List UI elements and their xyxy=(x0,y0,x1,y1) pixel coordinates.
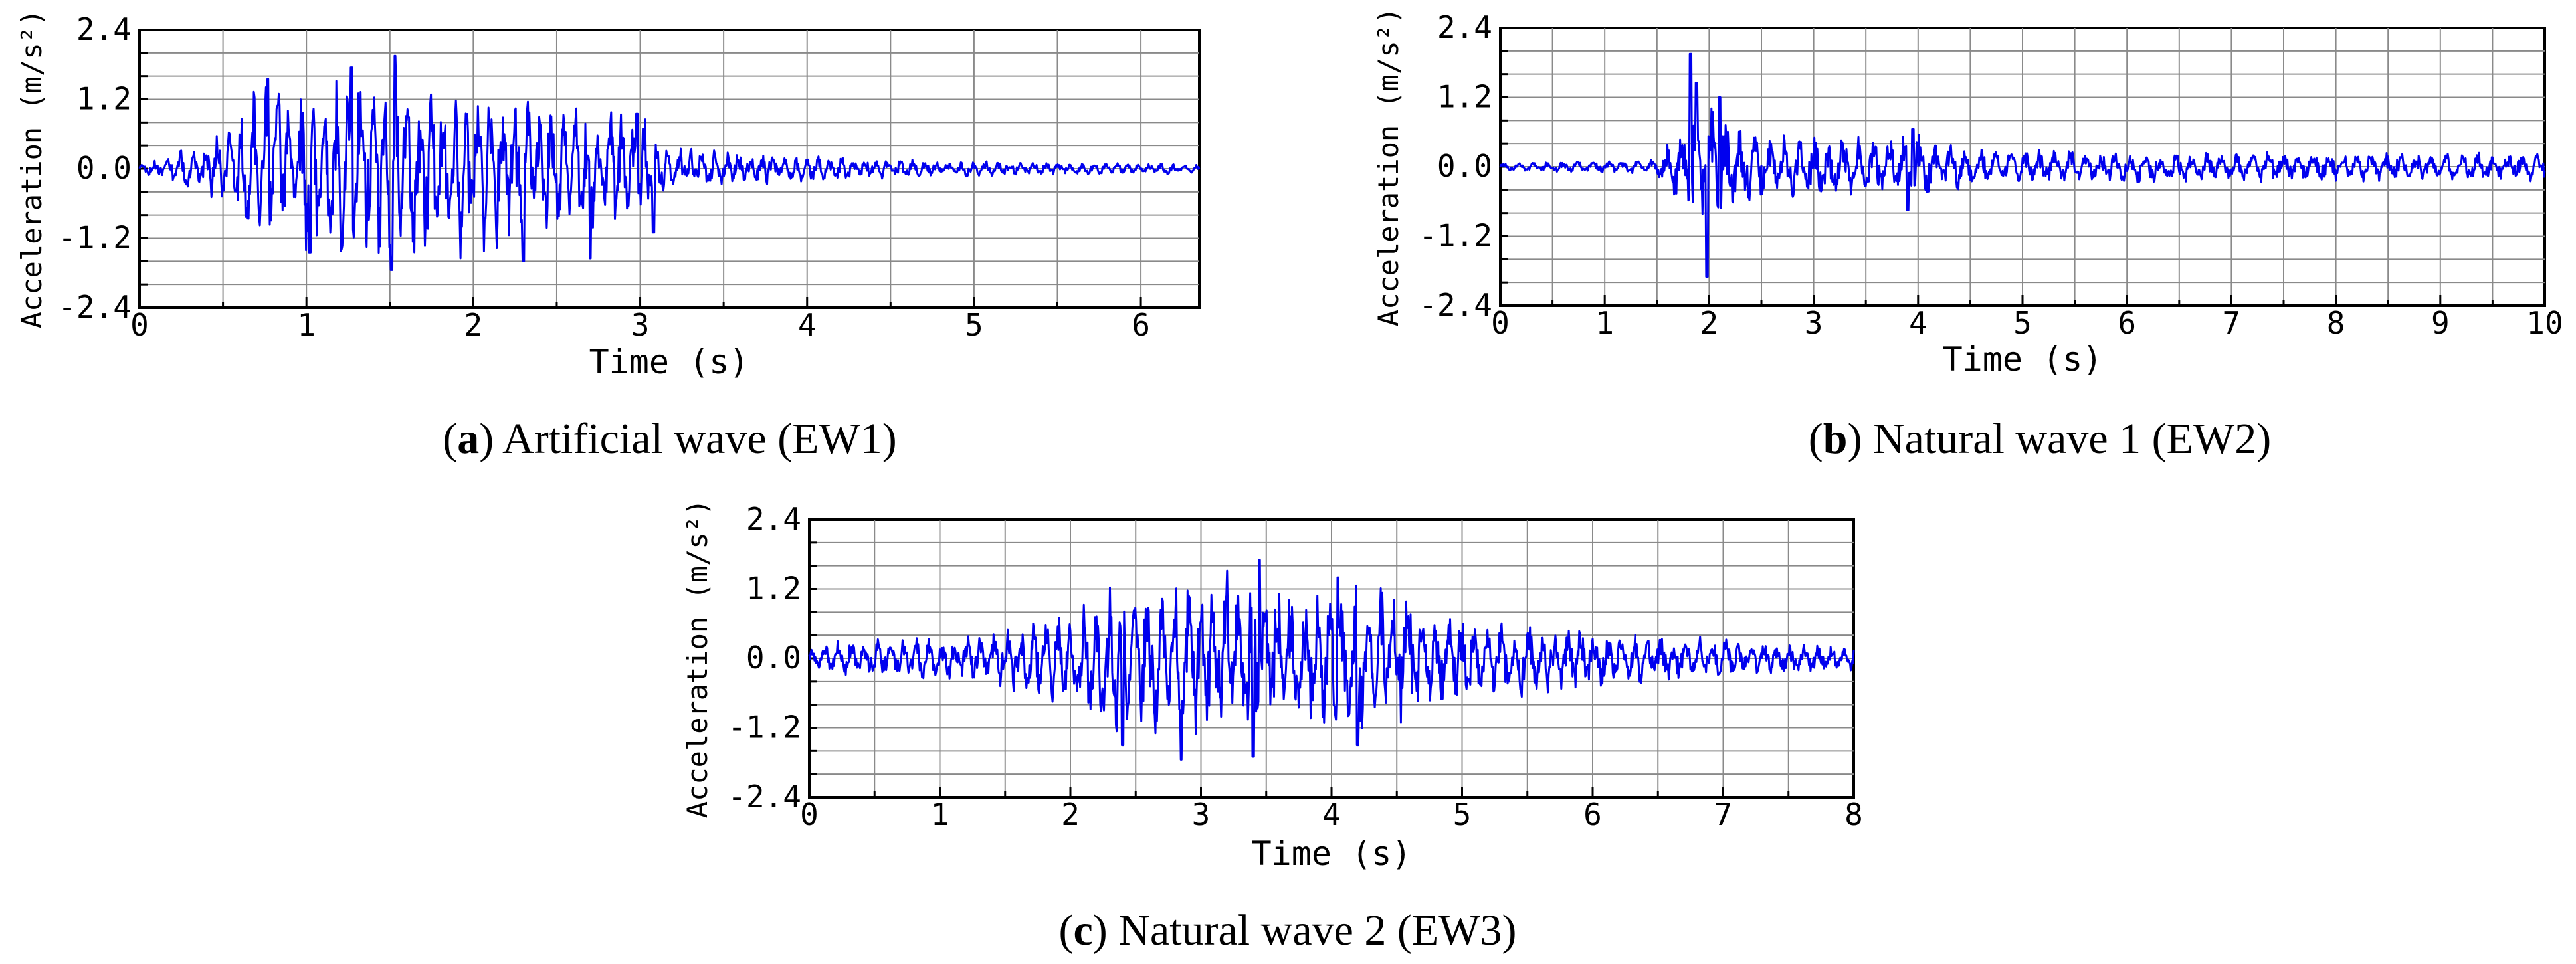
x-tick-label: 7 xyxy=(1714,797,1733,832)
x-tick-label: 8 xyxy=(2327,305,2345,341)
ticks xyxy=(809,541,1790,797)
caption: (c) Natural wave 2 (EW3) xyxy=(1059,906,1517,955)
x-axis-label: Time (s) xyxy=(1943,340,2103,379)
x-tick-label: 0 xyxy=(1491,305,1510,341)
caption: (b) Natural wave 1 (EW2) xyxy=(1809,415,2271,463)
y-tick-label: -2.4 xyxy=(58,289,132,325)
y-tick-label: 1.2 xyxy=(746,571,801,607)
x-tick-label: 9 xyxy=(2431,305,2450,341)
x-tick-label: 4 xyxy=(1909,305,1928,341)
panel-b: 0 1 2 3 4 5 6 7 8 9 10 -2.4-1.20.01.22.4 Time (s) … xyxy=(1372,7,2563,463)
caption-title: Artificial wave (EW1) xyxy=(494,415,897,463)
x-tick-label: 6 xyxy=(1583,797,1602,832)
x-tick-label: 5 xyxy=(2013,305,2032,341)
x-tick-label: 7 xyxy=(2223,305,2241,341)
y-axis-label: Acceleration (m/s²) xyxy=(15,9,48,328)
y-tick-labels: -2.4 -1.2 0.0 1.2 2.4 xyxy=(728,501,801,815)
series-line xyxy=(138,54,1201,271)
y-tick-label: 0.0 xyxy=(746,640,801,676)
x-tick-label: 1 xyxy=(1595,305,1614,341)
caption-title: Natural wave 2 (EW3) xyxy=(1108,906,1517,955)
y-tick-label: -1.2 xyxy=(728,710,801,745)
y-tick-label: -1.2 xyxy=(1419,218,1492,254)
y-tick-label: 2.4 xyxy=(1437,9,1492,45)
series-line xyxy=(808,559,1855,761)
y-tick-label: 1.2 xyxy=(1437,79,1492,115)
x-axis-label: Time (s) xyxy=(1252,834,1412,873)
y-tick-label: 1.2 xyxy=(76,81,132,117)
x-tick-label: 4 xyxy=(798,307,817,343)
y-tick-label: 0.0 xyxy=(76,150,132,186)
y-tick-label: 2.4 xyxy=(746,501,801,537)
caption-letter: c xyxy=(1073,906,1092,955)
x-tick-label: 10 xyxy=(2526,305,2563,341)
y-axis-label: Acceleration (m/s²) xyxy=(1372,7,1405,326)
caption-letter: a xyxy=(457,415,479,463)
y-axis-label: Acceleration (m/s²) xyxy=(681,499,714,818)
x-tick-label: 5 xyxy=(965,307,983,343)
x-tick-label: 3 xyxy=(1805,305,1823,341)
x-tick-label: 0 xyxy=(800,797,819,832)
x-axis-label: Time (s) xyxy=(589,343,749,381)
x-tick-labels: 0 1 2 3 4 5 6 xyxy=(130,307,1150,343)
y-tick-label: -2.4 xyxy=(728,779,801,815)
series-line xyxy=(1499,52,2546,278)
x-tick-labels: 0 1 2 3 4 5 6 7 8 xyxy=(800,797,1863,832)
x-tick-label: 8 xyxy=(1844,797,1863,832)
y-tick-label: 0.0 xyxy=(1437,148,1492,184)
x-tick-label: 2 xyxy=(1700,305,1719,341)
y-tick-labels: -2.4 -1.2 0.0 1.2 2.4 xyxy=(58,11,132,325)
x-tick-label: 4 xyxy=(1322,797,1341,832)
x-tick-label: 1 xyxy=(931,797,949,832)
x-tick-label: 6 xyxy=(1132,307,1150,343)
y-tick-label: -1.2 xyxy=(58,220,132,256)
y-tick-label: -2.4 xyxy=(1419,287,1492,323)
caption-title: Natural wave 1 (EW2) xyxy=(1862,415,2271,463)
x-tick-label: 5 xyxy=(1453,797,1472,832)
x-tick-label: 2 xyxy=(1061,797,1080,832)
caption-letter: b xyxy=(1823,415,1848,463)
x-tick-label: 3 xyxy=(631,307,650,343)
caption: (a) Artificial wave (EW1) xyxy=(443,415,897,463)
x-tick-labels: 0 1 2 3 4 5 6 7 8 9 10 xyxy=(1491,305,2563,341)
x-tick-label: 1 xyxy=(297,307,316,343)
ticks xyxy=(140,52,1142,308)
y-tick-labels: -2.4 -1.2 0.0 1.2 2.4 xyxy=(1419,9,1492,323)
x-tick-label: 6 xyxy=(2118,305,2136,341)
ticks xyxy=(1500,50,2494,306)
y-tick-label: 2.4 xyxy=(76,11,132,47)
panel-c: 0 1 2 3 4 5 6 7 8 -2.4 -1.2 0.0 1.2 2.4 Time (s) Acc… xyxy=(681,499,1863,955)
x-tick-label: 3 xyxy=(1192,797,1211,832)
panel-a: 0 1 2 3 4 5 6 -2.4 -1.2 0.0 1.2 2.4 Time (s) Accel… xyxy=(15,9,1201,463)
x-tick-label: 2 xyxy=(464,307,483,343)
x-tick-label: 0 xyxy=(130,307,149,343)
